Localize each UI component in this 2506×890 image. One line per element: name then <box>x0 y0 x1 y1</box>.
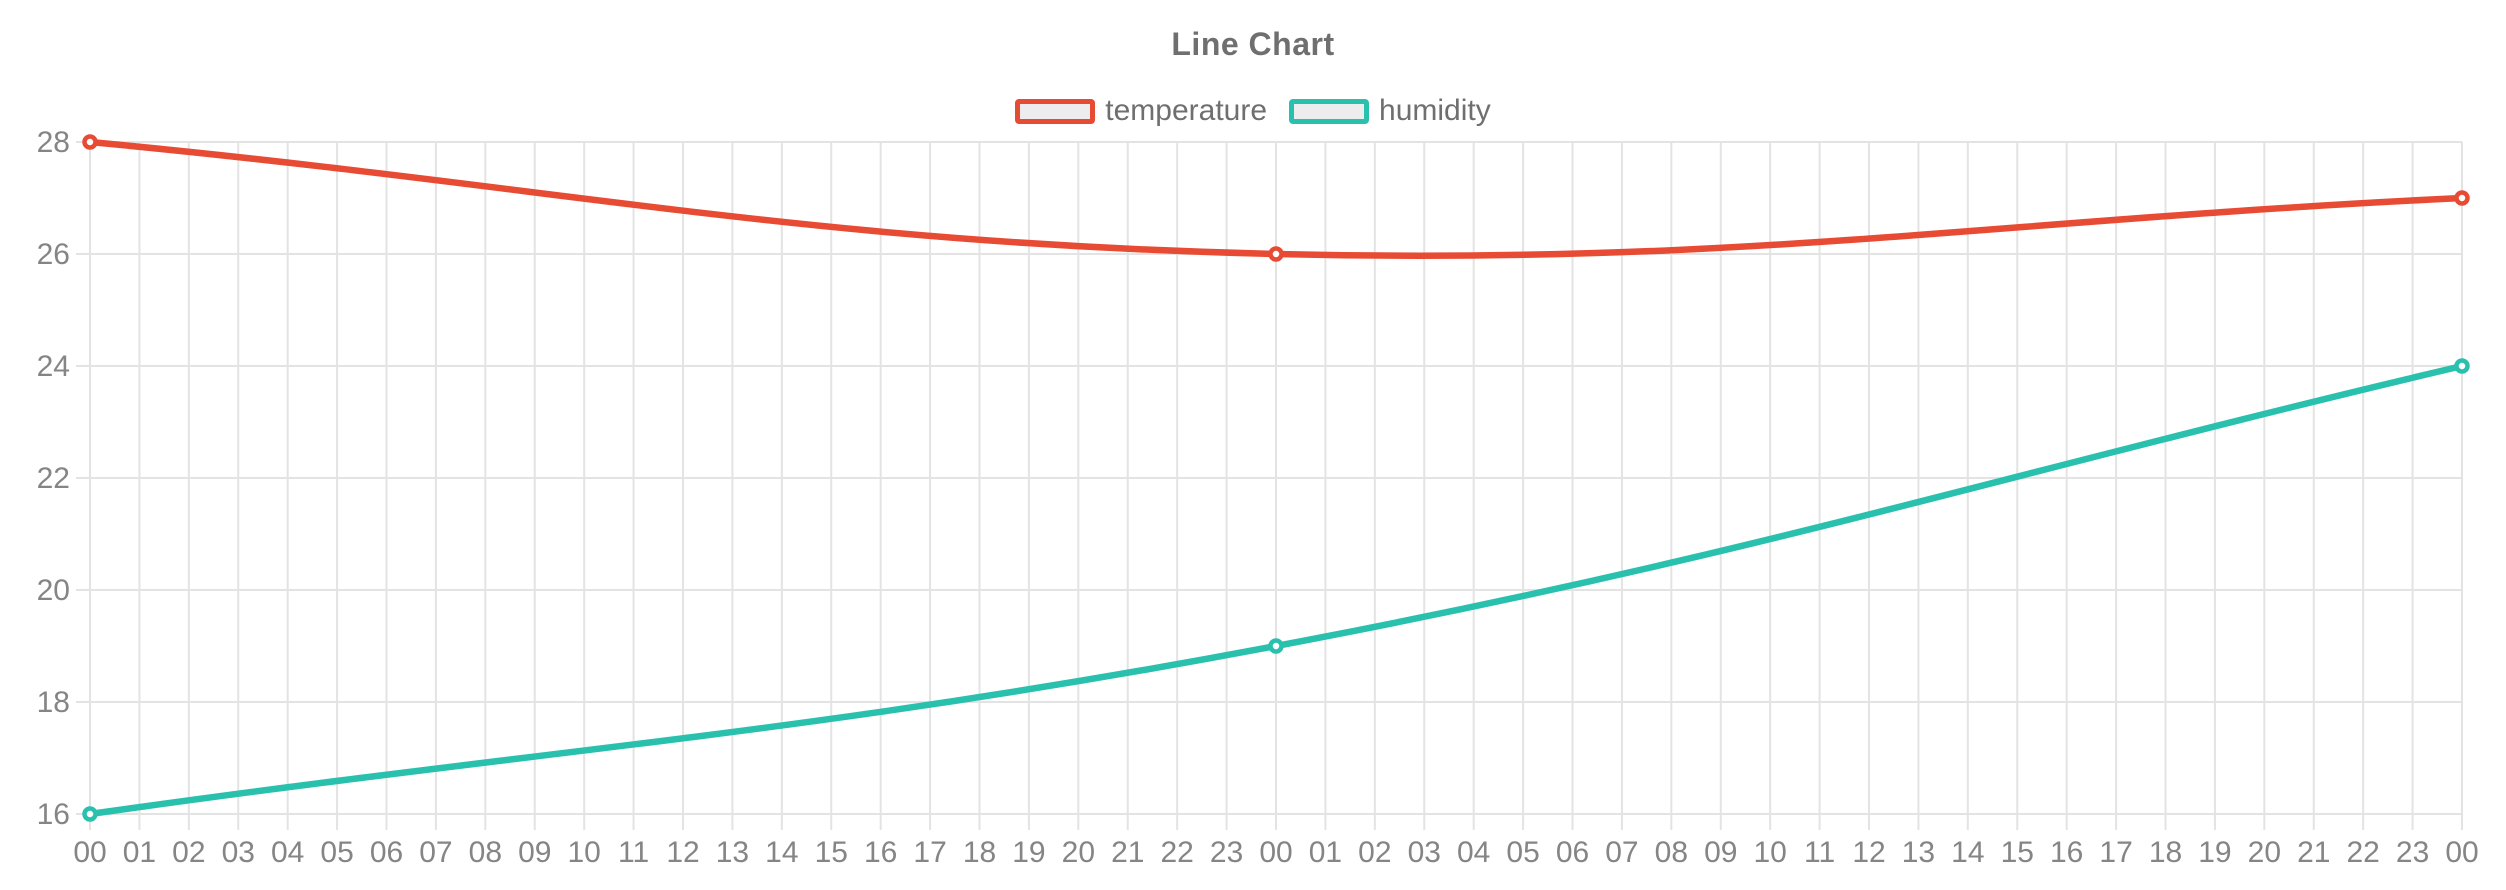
x-tick-label: 08 <box>1655 836 1688 869</box>
x-tick-label: 20 <box>2248 836 2281 869</box>
x-tick-label: 00 <box>2445 836 2478 869</box>
x-tick-label: 18 <box>963 836 996 869</box>
series-temperature <box>82 134 2470 262</box>
x-tick-label: 02 <box>1358 836 1391 869</box>
series-humidity <box>82 358 2470 822</box>
temperature-point[interactable] <box>2454 190 2470 206</box>
x-tick-label: 16 <box>864 836 897 869</box>
x-tick-label: 05 <box>320 836 353 869</box>
x-tick-label: 22 <box>1160 836 1193 869</box>
legend-label-humidity: humidity <box>1379 94 1491 127</box>
x-tick-label: 07 <box>1605 836 1638 869</box>
humidity-point[interactable] <box>82 806 98 822</box>
x-tick-label: 00 <box>73 836 106 869</box>
x-tick-label: 00 <box>1259 836 1292 869</box>
x-tick-label: 04 <box>1457 836 1490 869</box>
x-tick-label: 23 <box>1210 836 1243 869</box>
temperature-point[interactable] <box>1268 246 1284 262</box>
x-tick-label: 03 <box>222 836 255 869</box>
x-tick-label: 10 <box>1753 836 1786 869</box>
y-tick-label: 20 <box>37 574 70 607</box>
x-tick-label: 11 <box>618 836 649 869</box>
x-tick-label: 06 <box>1556 836 1589 869</box>
x-tick-label: 14 <box>765 836 798 869</box>
chart-title: Line Chart <box>1171 26 1335 62</box>
x-tick-label: 17 <box>913 836 946 869</box>
x-tick-label: 19 <box>1012 836 1045 869</box>
grid-lines <box>76 141 2463 830</box>
legend-label-temperature: temperature <box>1105 94 1268 127</box>
x-tick-label: 08 <box>469 836 502 869</box>
x-tick-label: 17 <box>2099 836 2132 869</box>
x-tick-label: 09 <box>518 836 551 869</box>
x-tick-label: 21 <box>1111 836 1144 869</box>
x-tick-label: 02 <box>172 836 205 869</box>
legend-item-temperature[interactable]: temperature <box>1015 94 1267 128</box>
humidity-point[interactable] <box>1268 638 1284 654</box>
y-tick-label: 24 <box>37 350 70 383</box>
x-tick-label: 03 <box>1408 836 1441 869</box>
x-tick-label: 05 <box>1506 836 1539 869</box>
x-tick-label: 15 <box>2001 836 2034 869</box>
y-tick-label: 28 <box>37 126 70 159</box>
x-tick-label: 14 <box>1951 836 1984 869</box>
x-tick-label: 06 <box>370 836 403 869</box>
temperature-point[interactable] <box>82 134 98 150</box>
y-tick-label: 26 <box>37 238 70 271</box>
x-tick-label: 10 <box>567 836 600 869</box>
x-tick-label: 09 <box>1704 836 1737 869</box>
x-tick-label: 04 <box>271 836 304 869</box>
x-tick-label: 18 <box>2149 836 2182 869</box>
y-tick-label: 22 <box>37 462 70 495</box>
x-tick-label: 21 <box>2297 836 2330 869</box>
x-tick-label: 16 <box>2050 836 2083 869</box>
x-tick-label: 01 <box>123 836 156 869</box>
humidity-swatch-icon <box>1289 98 1370 124</box>
x-tick-label: 19 <box>2198 836 2231 869</box>
axis-tick-labels: 16 18 20 22 24 26 28 00 01 02 03 04 05 06 07 08 09 10 11 12… <box>37 126 2479 869</box>
x-tick-label: 22 <box>2346 836 2379 869</box>
x-tick-label: 13 <box>716 836 749 869</box>
x-tick-label: 12 <box>666 836 699 869</box>
legend-item-humidity[interactable]: humidity <box>1289 94 1491 128</box>
x-tick-label: 01 <box>1309 836 1342 869</box>
humidity-point[interactable] <box>2454 358 2470 374</box>
x-tick-label: 12 <box>1852 836 1885 869</box>
y-tick-label: 16 <box>37 798 70 831</box>
x-tick-label: 20 <box>1062 836 1095 869</box>
chart-legend: temperature humidity <box>0 94 2506 128</box>
temperature-swatch-icon <box>1015 98 1096 124</box>
x-tick-label: 15 <box>815 836 848 869</box>
x-tick-label: 11 <box>1804 836 1835 869</box>
y-tick-label: 18 <box>37 686 70 719</box>
x-tick-label: 07 <box>419 836 452 869</box>
x-tick-label: 23 <box>2396 836 2429 869</box>
x-tick-label: 13 <box>1902 836 1935 869</box>
